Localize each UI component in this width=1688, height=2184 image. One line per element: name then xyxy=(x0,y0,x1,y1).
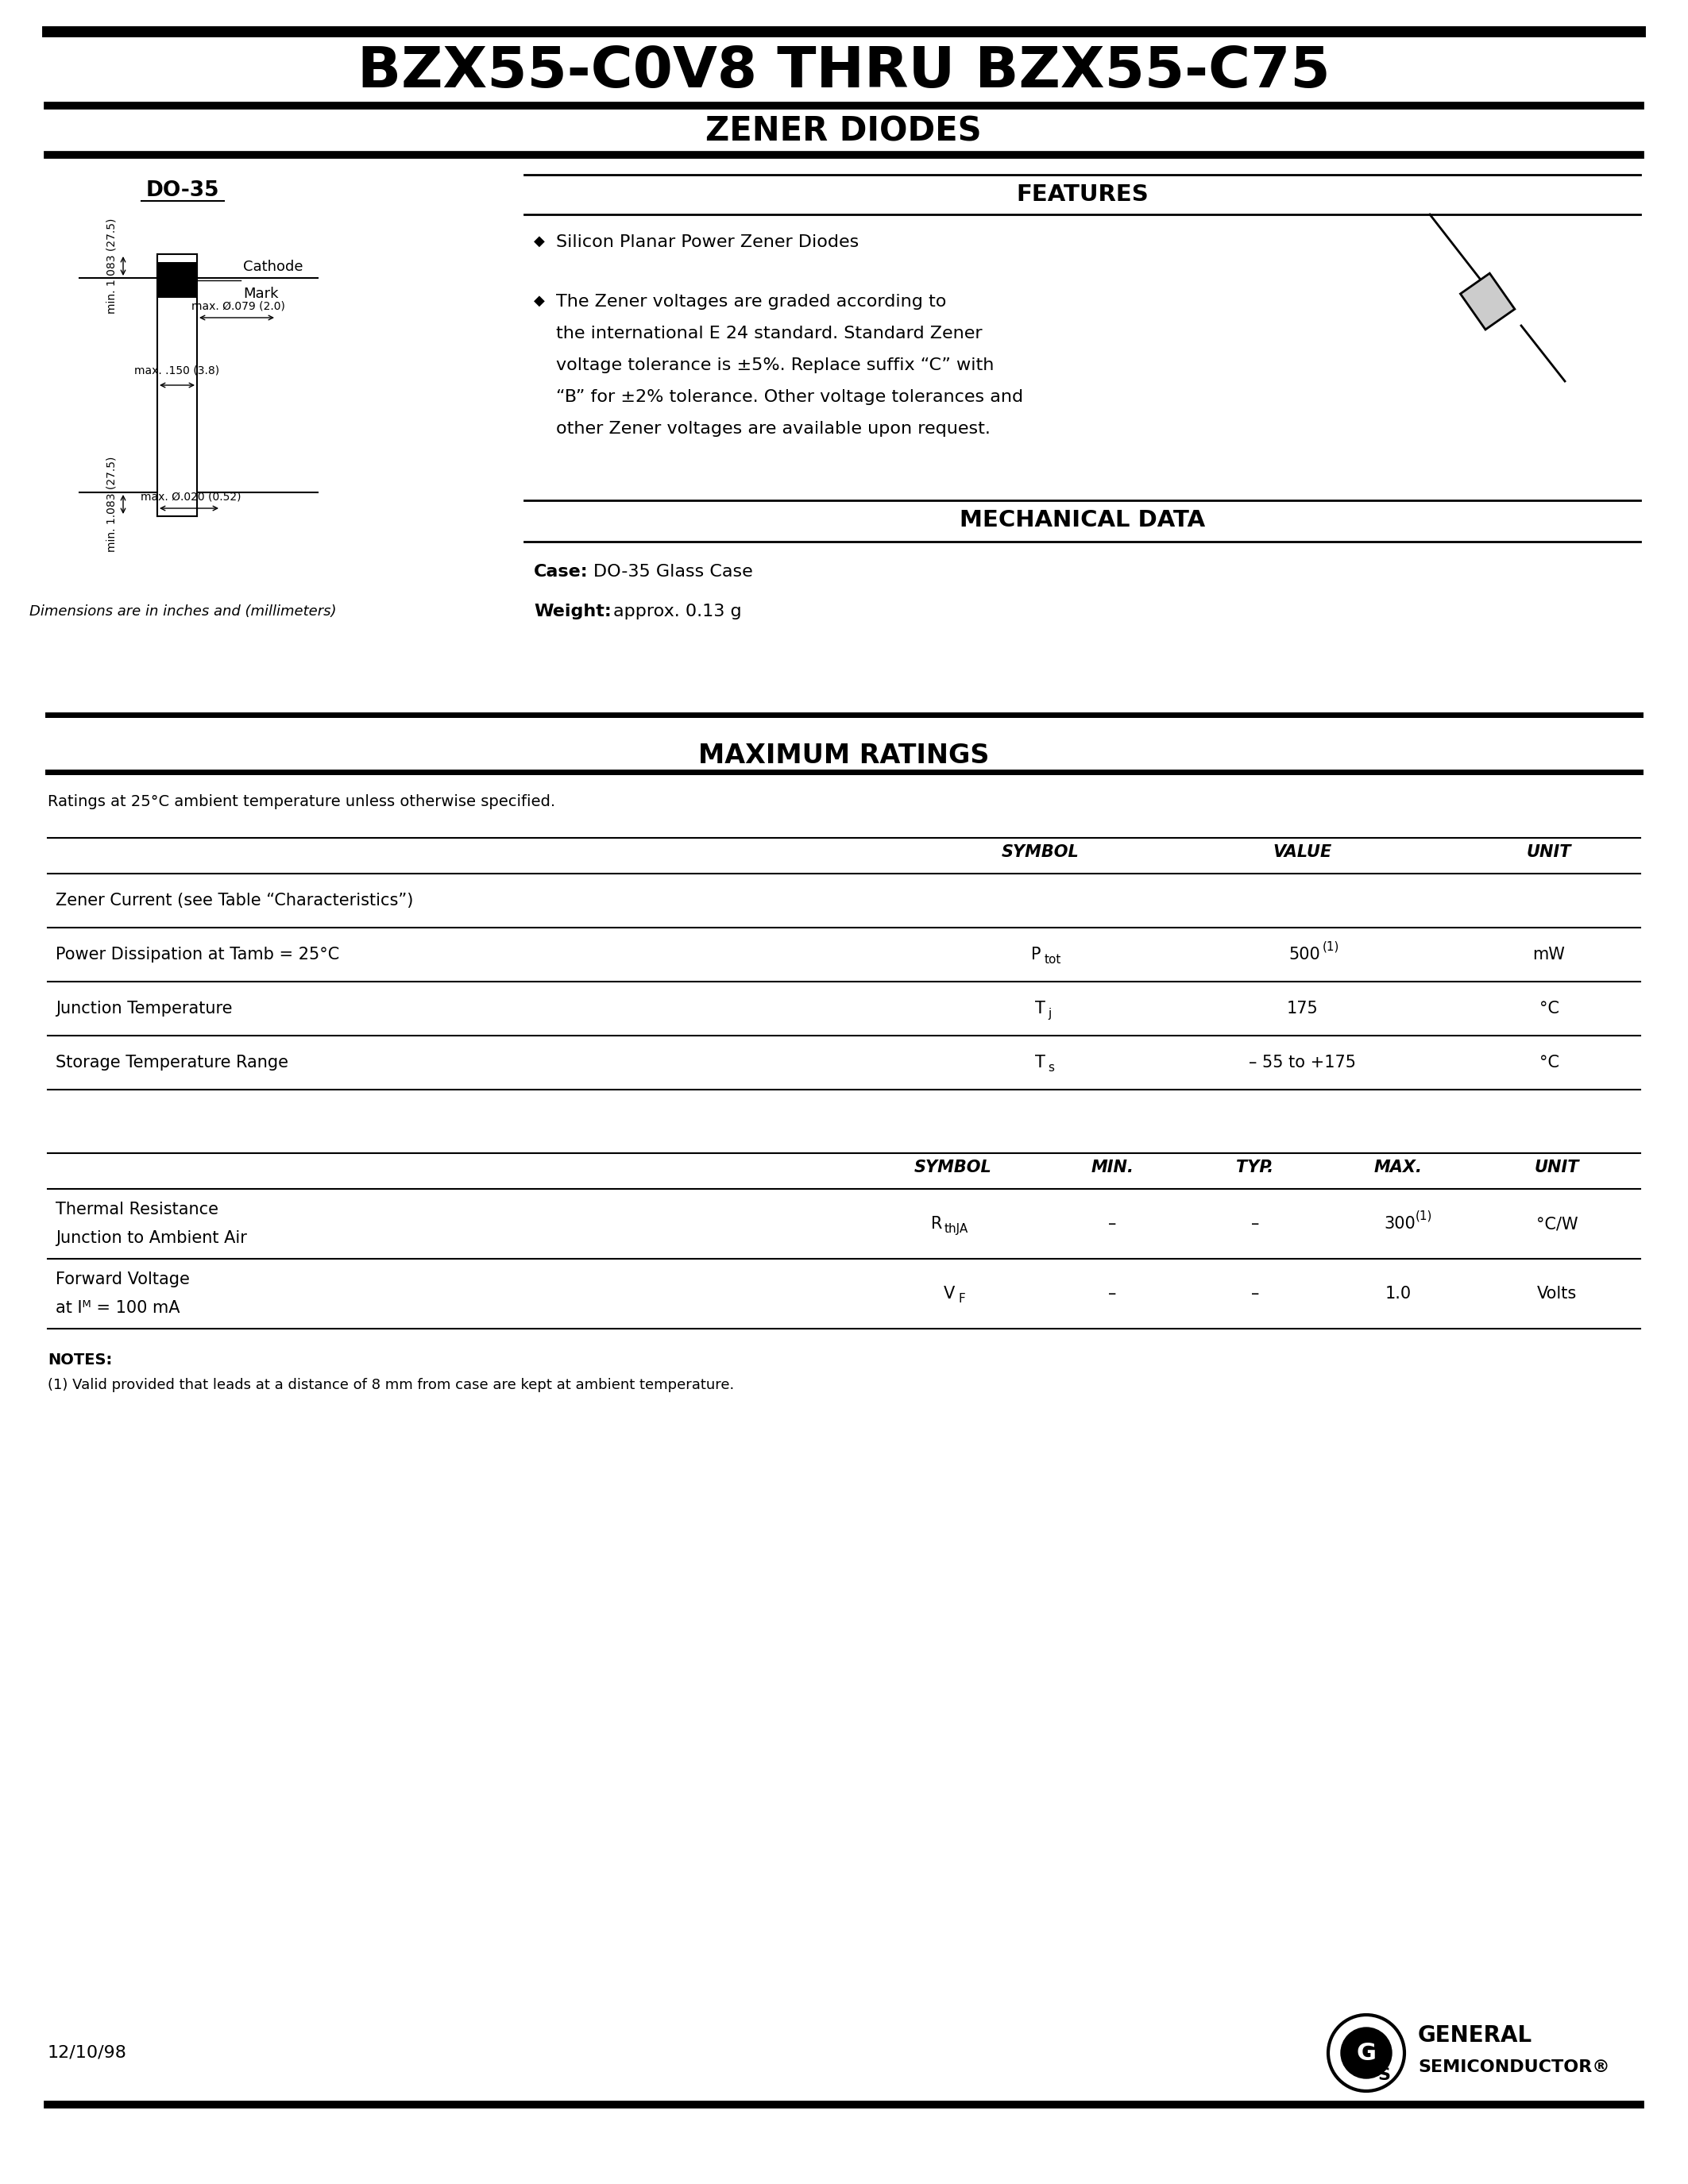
Text: Ratings at 25°C ambient temperature unless otherwise specified.: Ratings at 25°C ambient temperature unle… xyxy=(47,795,555,810)
Text: j: j xyxy=(1048,1007,1052,1020)
Text: max. .150 (3.8): max. .150 (3.8) xyxy=(135,365,219,376)
Text: Volts: Volts xyxy=(1538,1286,1577,1302)
Text: The Zener voltages are graded according to: The Zener voltages are graded according … xyxy=(555,295,947,310)
Text: approx. 0.13 g: approx. 0.13 g xyxy=(613,603,741,620)
Text: Silicon Planar Power Zener Diodes: Silicon Planar Power Zener Diodes xyxy=(555,234,859,251)
Text: 500: 500 xyxy=(1288,946,1320,963)
Text: Weight:: Weight: xyxy=(533,603,611,620)
Bar xyxy=(157,253,197,515)
Text: GENERAL: GENERAL xyxy=(1418,2025,1533,2046)
Text: –: – xyxy=(1251,1286,1259,1302)
Text: Storage Temperature Range: Storage Temperature Range xyxy=(56,1055,289,1070)
Text: R: R xyxy=(932,1216,942,1232)
Text: DO-35: DO-35 xyxy=(145,181,219,201)
Text: DO-35 Glass Case: DO-35 Glass Case xyxy=(594,563,753,579)
Text: the international E 24 standard. Standard Zener: the international E 24 standard. Standar… xyxy=(555,325,982,341)
Text: F: F xyxy=(959,1293,966,1304)
Text: (1): (1) xyxy=(1416,1210,1433,1221)
Text: MIN.: MIN. xyxy=(1090,1160,1134,1175)
Text: 300: 300 xyxy=(1384,1216,1415,1232)
Text: s: s xyxy=(1048,1061,1053,1072)
Text: max. Ø.079 (2.0): max. Ø.079 (2.0) xyxy=(191,299,285,312)
Text: – 55 to +175: – 55 to +175 xyxy=(1249,1055,1357,1070)
Text: TYP.: TYP. xyxy=(1236,1160,1274,1175)
Text: 12/10/98: 12/10/98 xyxy=(47,2044,127,2062)
Text: MAX.: MAX. xyxy=(1374,1160,1423,1175)
Text: V: V xyxy=(944,1286,955,1302)
Text: VALUE: VALUE xyxy=(1273,845,1332,860)
Text: Cathode: Cathode xyxy=(243,260,304,273)
Text: BZX55-C0V8 THRU BZX55-C75: BZX55-C0V8 THRU BZX55-C75 xyxy=(358,44,1330,98)
Bar xyxy=(157,262,197,297)
Text: Thermal Resistance: Thermal Resistance xyxy=(56,1201,218,1216)
Text: Forward Voltage: Forward Voltage xyxy=(56,1271,189,1286)
Text: Power Dissipation at Tamb = 25°C: Power Dissipation at Tamb = 25°C xyxy=(56,946,339,963)
Text: FEATURES: FEATURES xyxy=(1016,183,1148,205)
Text: S: S xyxy=(1377,2068,1391,2084)
Text: Case:: Case: xyxy=(533,563,589,579)
Text: T: T xyxy=(1035,1000,1045,1016)
Text: MAXIMUM RATINGS: MAXIMUM RATINGS xyxy=(699,743,989,769)
Text: ◆: ◆ xyxy=(533,295,545,308)
Text: –: – xyxy=(1107,1286,1116,1302)
Text: 1.0: 1.0 xyxy=(1384,1286,1411,1302)
Text: SYMBOL: SYMBOL xyxy=(915,1160,993,1175)
Text: °C: °C xyxy=(1539,1055,1560,1070)
Text: SYMBOL: SYMBOL xyxy=(1001,845,1079,860)
Text: P: P xyxy=(1031,946,1041,963)
Text: Mark: Mark xyxy=(243,286,279,301)
Text: Junction Temperature: Junction Temperature xyxy=(56,1000,233,1016)
Text: SEMICONDUCTOR®: SEMICONDUCTOR® xyxy=(1418,2060,1610,2075)
Text: ◆: ◆ xyxy=(533,234,545,249)
Text: –: – xyxy=(1251,1216,1259,1232)
Text: max. Ø.020 (0.52): max. Ø.020 (0.52) xyxy=(140,491,241,502)
Text: MECHANICAL DATA: MECHANICAL DATA xyxy=(959,509,1205,531)
Text: Dimensions are in inches and (millimeters): Dimensions are in inches and (millimeter… xyxy=(29,605,336,618)
Text: Junction to Ambient Air: Junction to Ambient Air xyxy=(56,1230,246,1247)
Text: G: G xyxy=(1357,2042,1376,2064)
Text: mW: mW xyxy=(1533,946,1565,963)
Text: ZENER DIODES: ZENER DIODES xyxy=(706,114,982,149)
Text: UNIT: UNIT xyxy=(1534,1160,1580,1175)
Text: min. 1.083 (27.5): min. 1.083 (27.5) xyxy=(106,456,116,553)
Text: (1): (1) xyxy=(1323,941,1340,952)
Text: UNIT: UNIT xyxy=(1526,845,1572,860)
Text: 175: 175 xyxy=(1286,1000,1318,1016)
Text: °C: °C xyxy=(1539,1000,1560,1016)
Text: –: – xyxy=(1107,1216,1116,1232)
Text: T: T xyxy=(1035,1055,1045,1070)
Text: °C/W: °C/W xyxy=(1536,1216,1578,1232)
Text: (1) Valid provided that leads at a distance of 8 mm from case are kept at ambien: (1) Valid provided that leads at a dista… xyxy=(47,1378,734,1391)
Bar xyxy=(1460,273,1514,330)
Circle shape xyxy=(1340,2027,1391,2079)
Text: thJA: thJA xyxy=(945,1223,969,1234)
Text: “B” for ±2% tolerance. Other voltage tolerances and: “B” for ±2% tolerance. Other voltage tol… xyxy=(555,389,1023,404)
Text: voltage tolerance is ±5%. Replace suffix “C” with: voltage tolerance is ±5%. Replace suffix… xyxy=(555,358,994,373)
Text: at Iᴹ = 100 mA: at Iᴹ = 100 mA xyxy=(56,1299,181,1317)
Text: Zener Current (see Table “Characteristics”): Zener Current (see Table “Characteristic… xyxy=(56,893,414,909)
Text: other Zener voltages are available upon request.: other Zener voltages are available upon … xyxy=(555,422,991,437)
Text: NOTES:: NOTES: xyxy=(47,1352,111,1367)
Text: min. 1.083 (27.5): min. 1.083 (27.5) xyxy=(106,218,116,314)
Text: tot: tot xyxy=(1045,954,1062,965)
